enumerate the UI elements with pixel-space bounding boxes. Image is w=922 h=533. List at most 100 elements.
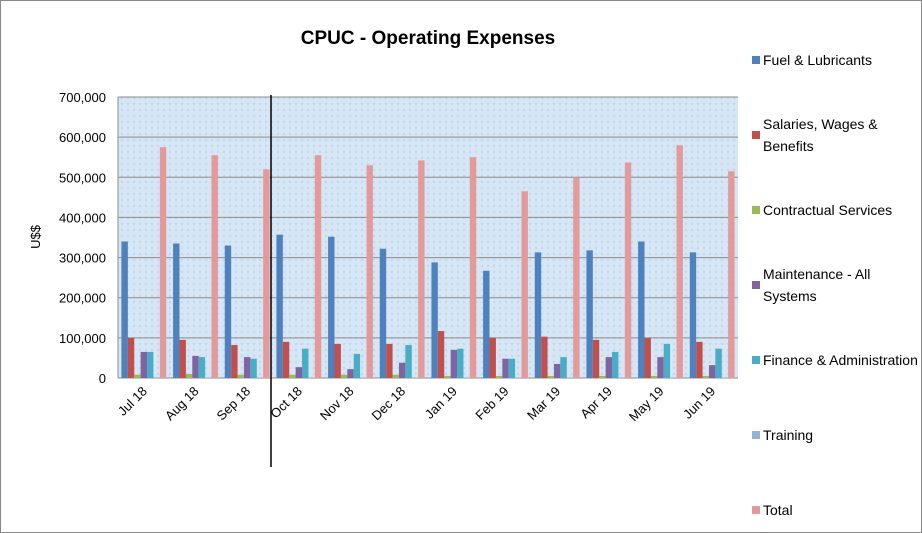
bar <box>605 357 613 378</box>
bar <box>728 171 735 378</box>
x-tick-label: Apr 19 <box>577 384 615 422</box>
bar <box>250 358 257 378</box>
bar <box>224 245 232 378</box>
y-tick-label: 0 <box>99 371 106 386</box>
bar <box>328 236 335 378</box>
bar <box>276 234 283 378</box>
bar <box>398 362 406 378</box>
bar <box>702 375 709 378</box>
bar <box>553 363 561 378</box>
legend-swatch <box>752 430 760 439</box>
y-tick-label: 100,000 <box>59 331 106 346</box>
bar <box>314 155 322 378</box>
bar <box>392 374 399 378</box>
bar <box>624 162 632 378</box>
bar <box>134 374 141 378</box>
bar <box>495 375 503 378</box>
y-tick-label: 200,000 <box>59 291 106 306</box>
legend-label: Total <box>763 501 793 518</box>
bar <box>237 374 244 378</box>
bar <box>708 365 716 378</box>
bar <box>405 345 412 378</box>
x-tick-label: Feb 19 <box>472 384 511 423</box>
x-tick-label: Dec 18 <box>369 384 409 424</box>
bar <box>650 375 658 378</box>
x-tick-label: Jul 18 <box>115 384 150 419</box>
bar <box>644 337 651 378</box>
bar <box>147 351 154 378</box>
bar <box>638 241 645 378</box>
legend-item: Contractual Services <box>752 172 920 247</box>
bar <box>192 355 199 378</box>
bar <box>185 373 193 378</box>
legend-swatch <box>752 505 760 514</box>
bar <box>508 358 516 378</box>
bar <box>198 357 206 378</box>
legend-swatch <box>752 55 760 64</box>
bar <box>689 252 697 378</box>
legend-label: Training <box>763 426 814 443</box>
bar <box>489 337 496 378</box>
y-axis-title: U$$ <box>28 224 43 249</box>
bar <box>179 339 186 378</box>
bar <box>437 331 445 378</box>
y-tick-label: 700,000 <box>59 90 106 105</box>
legend-item: Total <box>752 472 920 533</box>
bar <box>715 348 722 378</box>
legend-label: Salaries, Wages & Benefits <box>763 115 878 154</box>
x-tick-label: Oct 18 <box>267 384 305 422</box>
bar <box>560 357 567 378</box>
legend-label: Maintenance - All Systems <box>763 265 871 304</box>
bar <box>696 341 703 378</box>
bar <box>282 341 290 378</box>
x-tick-label: Aug 18 <box>162 384 202 424</box>
chart-title: CPUC - Operating Expenses <box>301 28 555 49</box>
bar <box>243 357 251 378</box>
bar <box>599 375 606 378</box>
bar <box>366 165 373 378</box>
bar <box>431 262 438 378</box>
y-tick-label: 500,000 <box>59 170 106 185</box>
x-tick-label: Jan 19 <box>422 384 460 422</box>
bar <box>386 343 393 378</box>
bar <box>592 339 600 378</box>
bar <box>573 177 580 378</box>
legend-item: Training <box>752 397 920 472</box>
bar <box>547 375 554 378</box>
bar <box>444 375 451 378</box>
bar <box>347 369 354 378</box>
bar <box>127 337 135 378</box>
legend-swatch <box>752 205 760 214</box>
y-tick-label: 600,000 <box>59 130 106 145</box>
legend-label: Contractual Services <box>763 201 893 218</box>
bar <box>334 343 341 378</box>
bar <box>231 345 238 378</box>
bar <box>502 358 509 378</box>
bar <box>457 348 464 378</box>
bar <box>586 250 593 378</box>
bar <box>534 252 542 378</box>
bar <box>379 248 387 378</box>
legend-label: Fuel & Lubricants <box>763 51 872 68</box>
legend-swatch <box>752 280 760 289</box>
bar <box>173 243 180 378</box>
legend-item: Maintenance - All Systems <box>752 247 920 322</box>
x-tick-label: Nov 18 <box>317 384 357 424</box>
legend-label: Finance & Administration <box>763 351 918 368</box>
bar <box>657 357 664 378</box>
legend-item: Fuel & Lubricants <box>752 22 920 97</box>
legend: Fuel & Lubricants Salaries, Wages & Benef… <box>752 22 920 533</box>
bar <box>211 155 218 378</box>
bar <box>140 351 148 378</box>
bar <box>521 191 528 378</box>
bar <box>289 374 296 378</box>
bar <box>612 351 619 378</box>
x-tick-label: May 19 <box>626 384 667 425</box>
bar <box>469 157 477 378</box>
bar <box>121 241 128 378</box>
bar <box>663 343 671 378</box>
legend-item: Salaries, Wages & Benefits <box>752 97 920 172</box>
legend-swatch <box>752 355 760 364</box>
